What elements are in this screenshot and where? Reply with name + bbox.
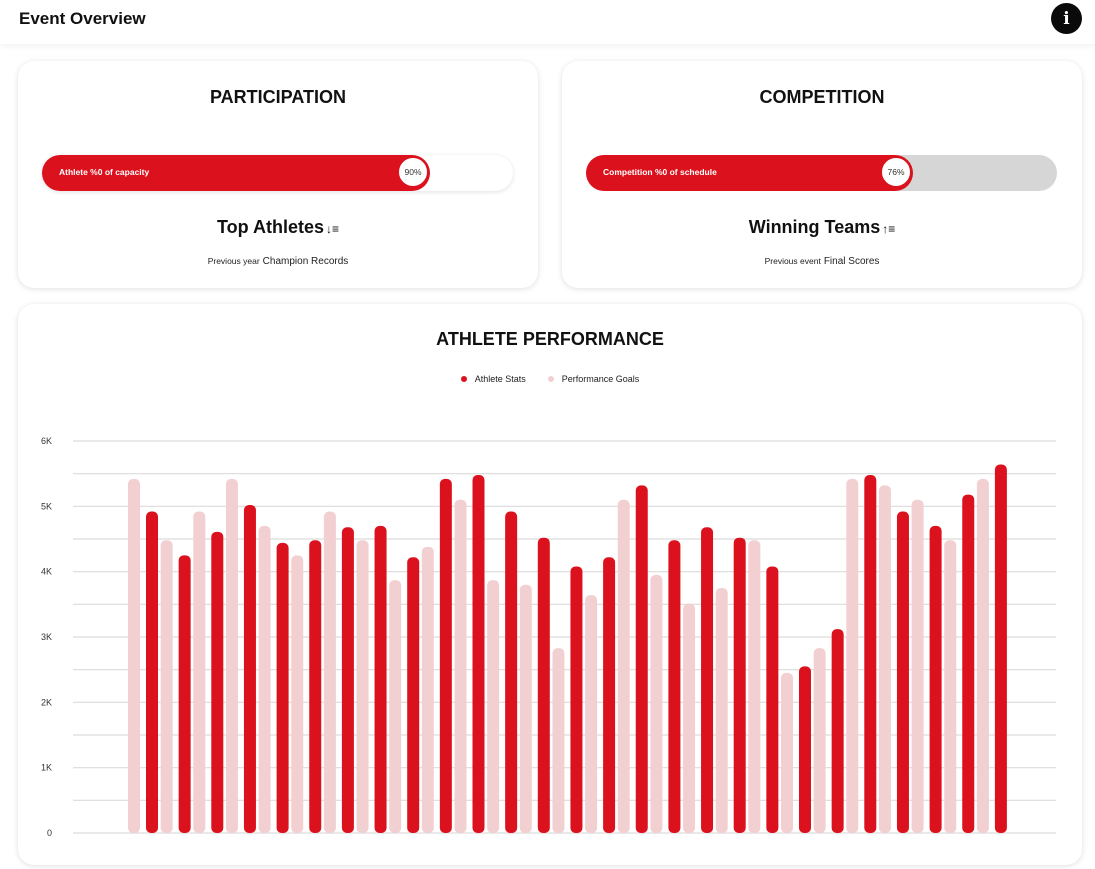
winning-teams-caption: Previous event Final Scores — [562, 251, 1082, 269]
bar-athlete-stat[interactable] — [374, 525, 387, 833]
bar-performance-goal[interactable] — [878, 485, 891, 833]
bar-athlete-stat[interactable] — [146, 511, 158, 833]
top-athletes-title: Top Athletes — [216, 217, 324, 237]
bar-athlete-stat[interactable] — [668, 540, 681, 833]
bar-performance-goal[interactable] — [193, 511, 206, 833]
bar-athlete-stat[interactable] — [505, 511, 518, 833]
bar-performance-goal[interactable] — [128, 478, 140, 833]
participation-card: PARTICIPATION Athlete %0 of capacity 90%… — [18, 61, 538, 288]
top-athletes-heading[interactable]: Top Athletes ↓≡ — [18, 217, 538, 238]
bar-athlete-stat[interactable] — [211, 531, 224, 833]
bar-athlete-stat[interactable] — [994, 464, 1007, 833]
bar-athlete-stat[interactable] — [701, 527, 714, 833]
sort-ascending-icon[interactable]: ↑≡ — [882, 222, 896, 236]
bar-performance-goal[interactable] — [160, 540, 173, 833]
caption-text: Champion Records — [262, 256, 349, 267]
bar-performance-goal[interactable] — [781, 672, 793, 833]
top-bar: Event Overview i — [0, 0, 1095, 44]
bar-performance-goal[interactable] — [846, 478, 859, 833]
y-tick-label: 3K — [41, 632, 52, 642]
bar-performance-goal[interactable] — [487, 580, 500, 833]
competition-title: COMPETITION — [759, 87, 885, 107]
competition-progress-label: Competition %0 of schedule — [603, 167, 717, 177]
participation-progress-track: Athlete %0 of capacity 90% — [42, 155, 513, 191]
bar-athlete-stat[interactable] — [603, 557, 616, 833]
bar-performance-goal[interactable] — [976, 478, 989, 833]
caption-period: Previous event — [764, 256, 821, 266]
bar-athlete-stat[interactable] — [962, 494, 975, 833]
bar-performance-goal[interactable] — [748, 540, 761, 833]
participation-progress-label: Athlete %0 of capacity — [59, 167, 150, 177]
chart-legend: Athlete Stats Performance Goals — [18, 374, 1082, 384]
participation-title: PARTICIPATION — [210, 87, 346, 107]
bar-athlete-stat[interactable] — [407, 557, 420, 833]
bar-athlete-stat[interactable] — [799, 666, 811, 833]
legend-label: Athlete Stats — [474, 374, 526, 384]
bar-performance-goal[interactable] — [454, 499, 467, 833]
bar-athlete-stat[interactable] — [570, 566, 583, 833]
y-tick-label: 4K — [41, 567, 52, 577]
performance-bar-chart: 0 1K 2K 3K 4K 5K 6K — [41, 436, 1056, 838]
bar-athlete-stat[interactable] — [896, 511, 909, 833]
sort-descending-icon[interactable]: ↓≡ — [325, 222, 339, 236]
legend-label: Performance Goals — [561, 374, 640, 384]
bar-athlete-stat[interactable] — [276, 542, 289, 833]
participation-percent-badge: 90% — [397, 156, 429, 188]
bar-performance-goal[interactable] — [356, 540, 369, 833]
y-tick-label: 6K — [41, 436, 52, 446]
bar-performance-goal[interactable] — [715, 588, 728, 833]
y-tick-label: 1K — [41, 763, 52, 773]
bar-athlete-stat[interactable] — [864, 474, 877, 833]
bar-performance-goal[interactable] — [519, 584, 532, 833]
athlete-performance-card: ATHLETE PERFORMANCE Athlete Stats Perfor… — [18, 304, 1082, 865]
caption-text: Final Scores — [823, 256, 880, 267]
legend-dot — [460, 376, 467, 382]
top-athletes-caption: Previous year Champion Records — [18, 251, 538, 269]
bar-performance-goal[interactable] — [389, 580, 402, 833]
competition-progress-fill: Competition %0 of schedule 76% — [586, 155, 913, 191]
bar-athlete-stat[interactable] — [439, 478, 452, 833]
bar-athlete-stat[interactable] — [309, 540, 322, 833]
bar-performance-goal[interactable] — [911, 499, 924, 833]
bar-performance-goal[interactable] — [323, 511, 336, 833]
winning-teams-title: Winning Teams — [748, 217, 881, 237]
bar-performance-goal[interactable] — [813, 648, 826, 833]
bar-performance-goal[interactable] — [944, 540, 957, 833]
y-tick-label: 5K — [41, 501, 52, 511]
competition-percent-badge: 76% — [880, 156, 912, 188]
y-tick-label: 0 — [47, 828, 52, 838]
y-tick-label: 2K — [41, 697, 52, 707]
bar-performance-goal[interactable] — [617, 499, 630, 833]
participation-progress-fill: Athlete %0 of capacity 90% — [42, 155, 430, 191]
bar-performance-goal[interactable] — [291, 555, 304, 833]
bar-athlete-stat[interactable] — [341, 527, 354, 833]
bar-performance-goal[interactable] — [421, 546, 434, 833]
legend-item-athlete-stats[interactable]: Athlete Stats — [460, 374, 526, 384]
bar-performance-goal[interactable] — [225, 478, 238, 833]
bar-athlete-stat[interactable] — [537, 537, 550, 833]
info-icon[interactable]: i — [1051, 3, 1082, 34]
bar-performance-goal[interactable] — [683, 603, 696, 833]
performance-title: ATHLETE PERFORMANCE — [436, 329, 664, 349]
legend-dot — [547, 376, 554, 382]
bar-athlete-stat[interactable] — [929, 525, 942, 833]
bar-performance-goal[interactable] — [552, 648, 565, 833]
bar-athlete-stat[interactable] — [178, 555, 191, 833]
bar-athlete-stat[interactable] — [733, 537, 746, 833]
bar-athlete-stat[interactable] — [472, 474, 485, 833]
caption-period: Previous year — [207, 256, 260, 266]
bar-performance-goal[interactable] — [650, 574, 663, 833]
competition-progress-track: Competition %0 of schedule 76% — [586, 155, 1057, 191]
page-title: Event Overview — [19, 9, 146, 28]
bar-athlete-stat[interactable] — [243, 505, 256, 833]
bar-athlete-stat[interactable] — [635, 485, 648, 833]
winning-teams-heading[interactable]: Winning Teams ↑≡ — [562, 217, 1082, 238]
bar-athlete-stat[interactable] — [766, 566, 779, 833]
bar-performance-goal[interactable] — [585, 595, 598, 833]
competition-card: COMPETITION Competition %0 of schedule 7… — [562, 61, 1082, 288]
legend-item-performance-goals[interactable]: Performance Goals — [547, 374, 640, 384]
bar-performance-goal[interactable] — [258, 525, 271, 833]
bar-athlete-stat[interactable] — [831, 629, 844, 833]
